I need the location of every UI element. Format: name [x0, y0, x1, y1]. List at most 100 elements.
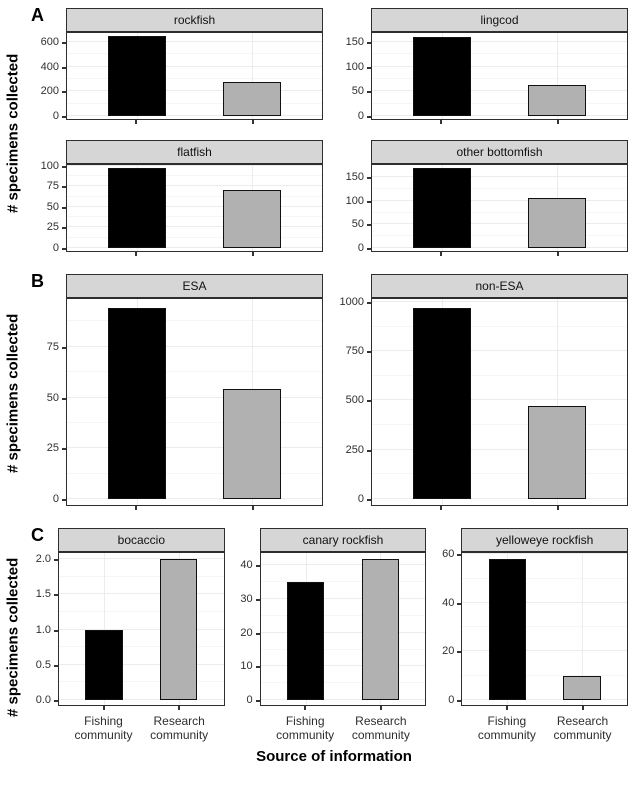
- gridline-major: [260, 598, 426, 600]
- x-tick-mark: [505, 706, 508, 710]
- gridline-minor: [462, 626, 628, 628]
- y-axis-title-c: # specimens collected: [4, 557, 22, 717]
- gridline-major: [372, 223, 627, 225]
- y-tick-label: 50: [46, 200, 59, 213]
- gridline-major: [67, 226, 322, 228]
- y-tick-label: 0: [357, 110, 364, 122]
- y-tick-label: 0: [246, 694, 253, 706]
- y-tick-mark: [367, 301, 371, 304]
- bar-fishing-community: [107, 308, 166, 499]
- facet-grid-c: 0.0 0.5 1.0 1.5 2.0 bocaccio Fishing community…: [28, 528, 629, 746]
- plot-area: [66, 298, 323, 506]
- y-tick-label: 0: [448, 694, 455, 706]
- y-tick-mark: [255, 565, 260, 568]
- gridline-minor: [372, 424, 627, 426]
- y-tick-label: 0.5: [35, 658, 51, 671]
- bar-research-community: [528, 85, 587, 116]
- gridline-major: [260, 699, 426, 700]
- facet-strip: yelloweye rockfish: [461, 528, 629, 552]
- facet-grid-a: 0 200 400 600 rockfish 0 50 100 150 lingcod 0 25 50 7…: [28, 8, 628, 258]
- gridline-major: [67, 65, 322, 67]
- gridline-major: [462, 553, 628, 555]
- gridline-minor: [372, 188, 627, 190]
- gridline-minor: [462, 674, 628, 676]
- gridline-minor: [260, 648, 426, 650]
- panel-b-tag: B: [31, 271, 44, 291]
- x-axis-ticks: [66, 120, 323, 126]
- gridline-major: [372, 115, 627, 116]
- y-tick-label: 25: [46, 442, 59, 455]
- gridline-minor: [67, 53, 322, 55]
- bar-fishing-community: [85, 629, 123, 700]
- gridline-major: [260, 665, 426, 667]
- y-axis: 0 50 100 150: [333, 8, 371, 126]
- plot-area: [66, 164, 323, 252]
- facet-strip: flatfish: [66, 140, 323, 164]
- y-axis: 0 50 100 150: [333, 140, 371, 258]
- gridline-minor: [260, 614, 426, 616]
- facet-main: bocaccio Fishing community Research commun…: [58, 528, 225, 746]
- panel-c: C # specimens collected 0.0 0.5 1.0 1.5 2.0 b…: [0, 525, 640, 746]
- gridline-major: [372, 90, 627, 92]
- facet-strip: ESA: [66, 274, 323, 298]
- x-tick-label-research-community: Research community: [553, 714, 612, 743]
- facet-title: rockfish: [173, 13, 216, 27]
- y-tick-mark: [255, 632, 260, 635]
- y-tick-mark: [62, 248, 66, 250]
- x-tick-mark: [251, 252, 254, 256]
- bar-research-community: [528, 406, 587, 499]
- y-tick-mark: [54, 629, 58, 632]
- y-tick-mark: [62, 165, 66, 168]
- gridline-minor: [260, 682, 426, 684]
- gridline-major: [462, 601, 628, 603]
- gridline-minor: [462, 577, 628, 579]
- gridline-minor: [372, 235, 627, 237]
- gridline-vertical: [582, 553, 584, 705]
- gridline-major: [372, 65, 627, 67]
- facet-main: non-ESA: [371, 274, 628, 512]
- x-category-labels: Fishing community Research community: [260, 712, 427, 746]
- gridline-vertical: [557, 33, 559, 119]
- y-tick-mark: [62, 227, 66, 230]
- facet-strip: non-ESA: [371, 274, 628, 298]
- facet-title: ESA: [182, 279, 207, 293]
- y-tick-mark: [62, 66, 66, 69]
- x-axis-ticks: [371, 506, 628, 512]
- y-tick-mark: [367, 116, 371, 118]
- gridline-major: [372, 247, 627, 248]
- y-axis-ticks: 0 25 50 75: [28, 298, 66, 506]
- gridline-minor: [372, 77, 627, 79]
- y-tick-mark: [367, 200, 371, 203]
- y-tick-label: 100: [40, 159, 59, 172]
- gridline-major: [67, 247, 322, 248]
- x-tick-mark: [251, 506, 254, 510]
- gridline-minor: [372, 473, 627, 475]
- gridline-minor: [260, 581, 426, 583]
- y-tick-mark: [54, 559, 58, 562]
- y-tick-mark: [457, 554, 462, 557]
- y-tick-label: 75: [46, 340, 59, 353]
- y-axis-ticks: 0 200 400 600: [28, 32, 66, 122]
- gridline-minor: [372, 374, 627, 376]
- x-tick-label-fishing-community: Fishing community: [276, 714, 335, 743]
- y-tick-label: 0: [52, 493, 59, 505]
- x-tick-mark: [178, 706, 181, 710]
- facet-strip: rockfish: [66, 8, 323, 32]
- facet-bocaccio: 0.0 0.5 1.0 1.5 2.0 bocaccio Fishing community…: [28, 528, 225, 746]
- x-axis-ticks: [461, 706, 628, 712]
- y-tick-mark: [62, 346, 66, 349]
- gridline-minor: [67, 320, 322, 322]
- x-tick-mark: [440, 506, 443, 510]
- gridline-major: [59, 699, 224, 700]
- y-axis-ticks: 0 25 50 75 100: [28, 160, 66, 254]
- facet-grid-b: 0 25 50 75 ESA 0 250 500 750 1000 non-ESA: [28, 274, 628, 512]
- facet-title: lingcod: [480, 13, 519, 27]
- gridline-minor: [67, 236, 322, 238]
- gridline-major: [372, 199, 627, 201]
- facet-strip: lingcod: [371, 8, 628, 32]
- y-tick-label: 0: [52, 110, 59, 122]
- x-tick-mark: [304, 706, 307, 710]
- plot-area: [259, 552, 427, 706]
- y-tick-mark: [367, 41, 371, 44]
- y-tick-mark: [62, 186, 66, 189]
